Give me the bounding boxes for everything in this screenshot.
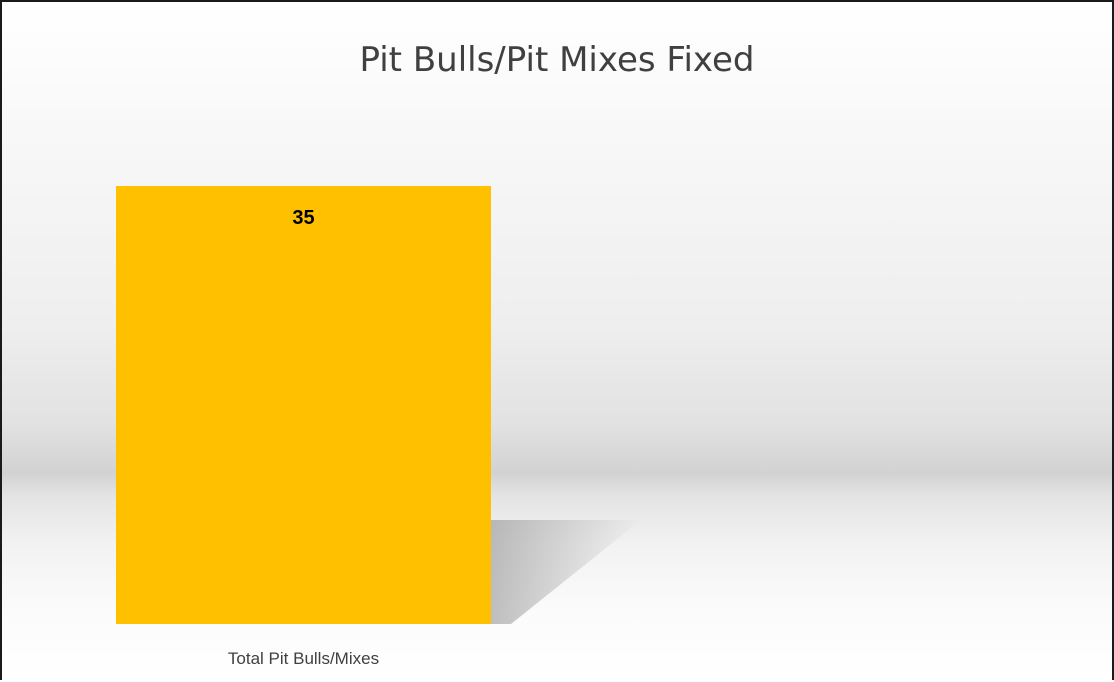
- data-label: 35: [292, 207, 314, 229]
- bar: [116, 186, 491, 624]
- x-tick-labels: Total Pit Bulls/Mixes: [228, 649, 379, 668]
- bar-shadows: [491, 520, 641, 624]
- chart-title: Pit Bulls/Pit Mixes Fixed: [359, 40, 755, 80]
- bar-shadow: [491, 520, 641, 624]
- x-tick-label: Total Pit Bulls/Mixes: [228, 649, 379, 668]
- data-labels: 35: [292, 207, 314, 229]
- bars: [116, 186, 491, 624]
